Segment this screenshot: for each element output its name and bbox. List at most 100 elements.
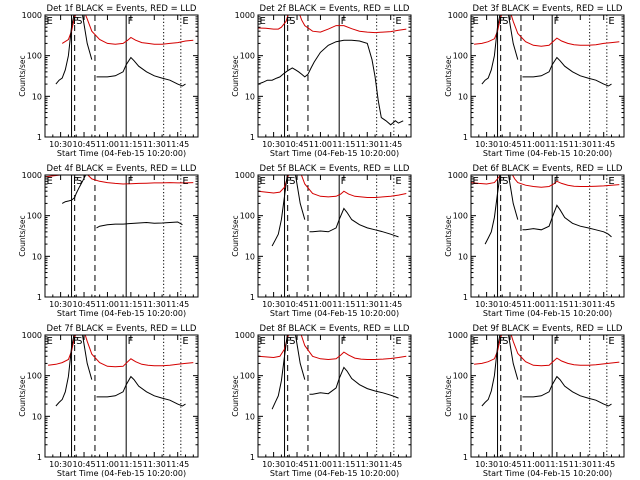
x-tick-label: 11:00	[522, 140, 545, 149]
x-tick-label: 11:45	[379, 140, 402, 149]
plot-frame	[44, 174, 199, 298]
x-tick-label: 11:45	[592, 300, 615, 309]
time-marker-label: F	[554, 16, 560, 27]
x-tick-label: 11:15	[545, 300, 568, 309]
time-marker-label: S	[289, 336, 295, 347]
x-tick-label: 10:45	[498, 460, 521, 469]
time-marker-label: E	[473, 336, 479, 347]
series-line	[481, 15, 612, 87]
time-marker-label: F	[499, 16, 505, 27]
y-tick-label: 1	[463, 453, 468, 462]
x-tick-label: 11:15	[332, 140, 355, 149]
x-axis-label: Start Time (04-Feb-15 10:20:00)	[483, 309, 612, 318]
x-tick-label: 11:45	[379, 300, 402, 309]
time-marker-label: F	[341, 336, 347, 347]
x-tick-label: 11:00	[309, 460, 332, 469]
y-axis-label: Counts/sec	[444, 375, 453, 416]
y-tick-label: 100	[453, 372, 468, 381]
y-tick-label: 100	[27, 372, 42, 381]
time-marker-label: E	[395, 336, 401, 347]
y-axis-label: Counts/sec	[18, 215, 27, 256]
x-tick-label: 11:15	[119, 460, 142, 469]
series-line	[55, 15, 186, 87]
x-tick-label: 11:45	[592, 460, 615, 469]
time-marker-label: E	[182, 336, 188, 347]
x-tick-label: 10:30	[262, 140, 285, 149]
time-marker-label: E	[182, 16, 188, 27]
y-tick-label: 1000	[448, 331, 468, 340]
time-marker-label: S	[289, 16, 295, 27]
series-line	[484, 175, 612, 245]
time-marker-label: S	[76, 16, 82, 27]
plot-area	[258, 15, 407, 137]
x-tick-label: 11:00	[96, 140, 119, 149]
panel-title: Det 5f BLACK = Events, RED = LLD	[260, 164, 410, 174]
y-axis-label: Counts/sec	[231, 55, 240, 96]
plot-area	[45, 335, 194, 457]
time-marker-label: E	[260, 16, 266, 27]
x-tick-label: 10:30	[475, 460, 498, 469]
plot-area	[471, 15, 620, 137]
time-marker-label: E	[182, 176, 188, 187]
x-tick-label: 10:30	[475, 140, 498, 149]
time-marker-label: F	[73, 176, 79, 187]
y-tick-label: 1000	[22, 11, 42, 20]
time-marker-label: E	[47, 176, 53, 187]
x-axis-label: Start Time (04-Feb-15 10:20:00)	[270, 149, 399, 158]
x-axis-label: Start Time (04-Feb-15 10:20:00)	[57, 309, 186, 318]
y-axis-label: Counts/sec	[18, 55, 27, 96]
x-tick-label: 10:45	[498, 140, 521, 149]
x-tick-label: 10:45	[72, 460, 95, 469]
time-marker-label: F	[128, 176, 134, 187]
x-tick-label: 11:15	[332, 460, 355, 469]
x-axis-label: Start Time (04-Feb-15 10:20:00)	[483, 149, 612, 158]
time-marker-label: E	[395, 16, 401, 27]
y-tick-label: 10	[32, 252, 42, 261]
time-marker-label: S	[76, 336, 82, 347]
x-tick-label: 11:15	[545, 460, 568, 469]
series-line	[481, 335, 612, 407]
plot-area	[45, 175, 194, 297]
time-marker-label: S	[289, 176, 295, 187]
y-tick-label: 1000	[448, 11, 468, 20]
x-tick-label: 11:15	[119, 300, 142, 309]
time-marker-label: S	[502, 16, 508, 27]
y-tick-label: 1	[250, 453, 255, 462]
x-tick-label: 11:00	[522, 460, 545, 469]
time-marker-label: E	[473, 176, 479, 187]
x-tick-label: 11:45	[166, 460, 189, 469]
y-tick-label: 100	[27, 52, 42, 61]
series-line	[61, 175, 183, 229]
time-marker-label: E	[47, 16, 53, 27]
y-tick-label: 1	[250, 133, 255, 142]
y-tick-label: 1	[37, 293, 42, 302]
time-marker-label: E	[608, 16, 614, 27]
panel-title: Det 6f BLACK = Events, RED = LLD	[473, 164, 623, 174]
x-tick-label: 10:45	[72, 300, 95, 309]
x-tick-label: 11:30	[143, 140, 166, 149]
y-tick-label: 10	[32, 92, 42, 101]
y-tick-label: 10	[32, 412, 42, 421]
panel-title: Det 1f BLACK = Events, RED = LLD	[47, 4, 197, 14]
time-marker-label: E	[260, 336, 266, 347]
y-axis-label: Counts/sec	[231, 215, 240, 256]
y-tick-label: 100	[453, 212, 468, 221]
y-axis-label: Counts/sec	[444, 215, 453, 256]
panel-title: Det 2f BLACK = Events, RED = LLD	[260, 4, 410, 14]
panel-title: Det 8f BLACK = Events, RED = LLD	[260, 324, 410, 334]
plot-area	[258, 175, 407, 297]
series-line	[61, 15, 194, 45]
plot-frame	[44, 334, 199, 458]
y-tick-label: 10	[458, 412, 468, 421]
x-tick-label: 11:30	[143, 300, 166, 309]
series-line	[271, 335, 399, 410]
y-tick-label: 10	[245, 412, 255, 421]
time-marker-label: F	[554, 176, 560, 187]
